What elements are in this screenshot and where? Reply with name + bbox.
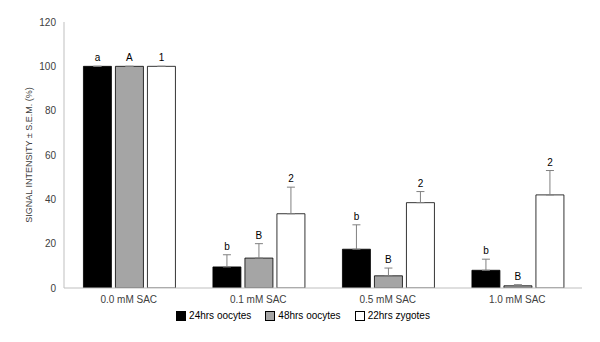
svg-text:A: A: [126, 52, 133, 63]
svg-text:2: 2: [418, 178, 424, 189]
svg-text:80: 80: [45, 105, 57, 116]
svg-text:100: 100: [39, 61, 56, 72]
svg-text:0.0 mM SAC: 0.0 mM SAC: [100, 294, 157, 305]
svg-text:2: 2: [288, 173, 294, 184]
svg-text:b: b: [483, 245, 489, 256]
svg-text:2: 2: [547, 157, 553, 168]
html-text:48hrs oocytes: 48hrs oocytes: [278, 310, 341, 321]
svg-text:B: B: [256, 230, 263, 241]
svg-text:20: 20: [45, 238, 57, 249]
svg-text:B: B: [385, 254, 392, 265]
svg-text:0: 0: [50, 283, 56, 294]
svg-text:SIGNAL INTENSITY ± S.E.M. (%): SIGNAL INTENSITY ± S.E.M. (%): [24, 87, 34, 222]
svg-text:1: 1: [159, 52, 165, 63]
svg-text:0.5 mM SAC: 0.5 mM SAC: [359, 294, 416, 305]
svg-text:40: 40: [45, 194, 57, 205]
svg-text:B: B: [515, 271, 522, 282]
svg-text:60: 60: [45, 150, 57, 161]
svg-text:b: b: [224, 241, 230, 252]
html-text:24hrs oocytes: 24hrs oocytes: [189, 310, 252, 321]
html-text:22hrs zygotes: 22hrs zygotes: [367, 310, 430, 321]
svg-text:a: a: [95, 52, 101, 63]
svg-text:b: b: [354, 211, 360, 222]
svg-text:120: 120: [39, 17, 56, 28]
svg-text:1.0 mM SAC: 1.0 mM SAC: [489, 294, 546, 305]
svg-text:0.1 mM SAC: 0.1 mM SAC: [230, 294, 287, 305]
